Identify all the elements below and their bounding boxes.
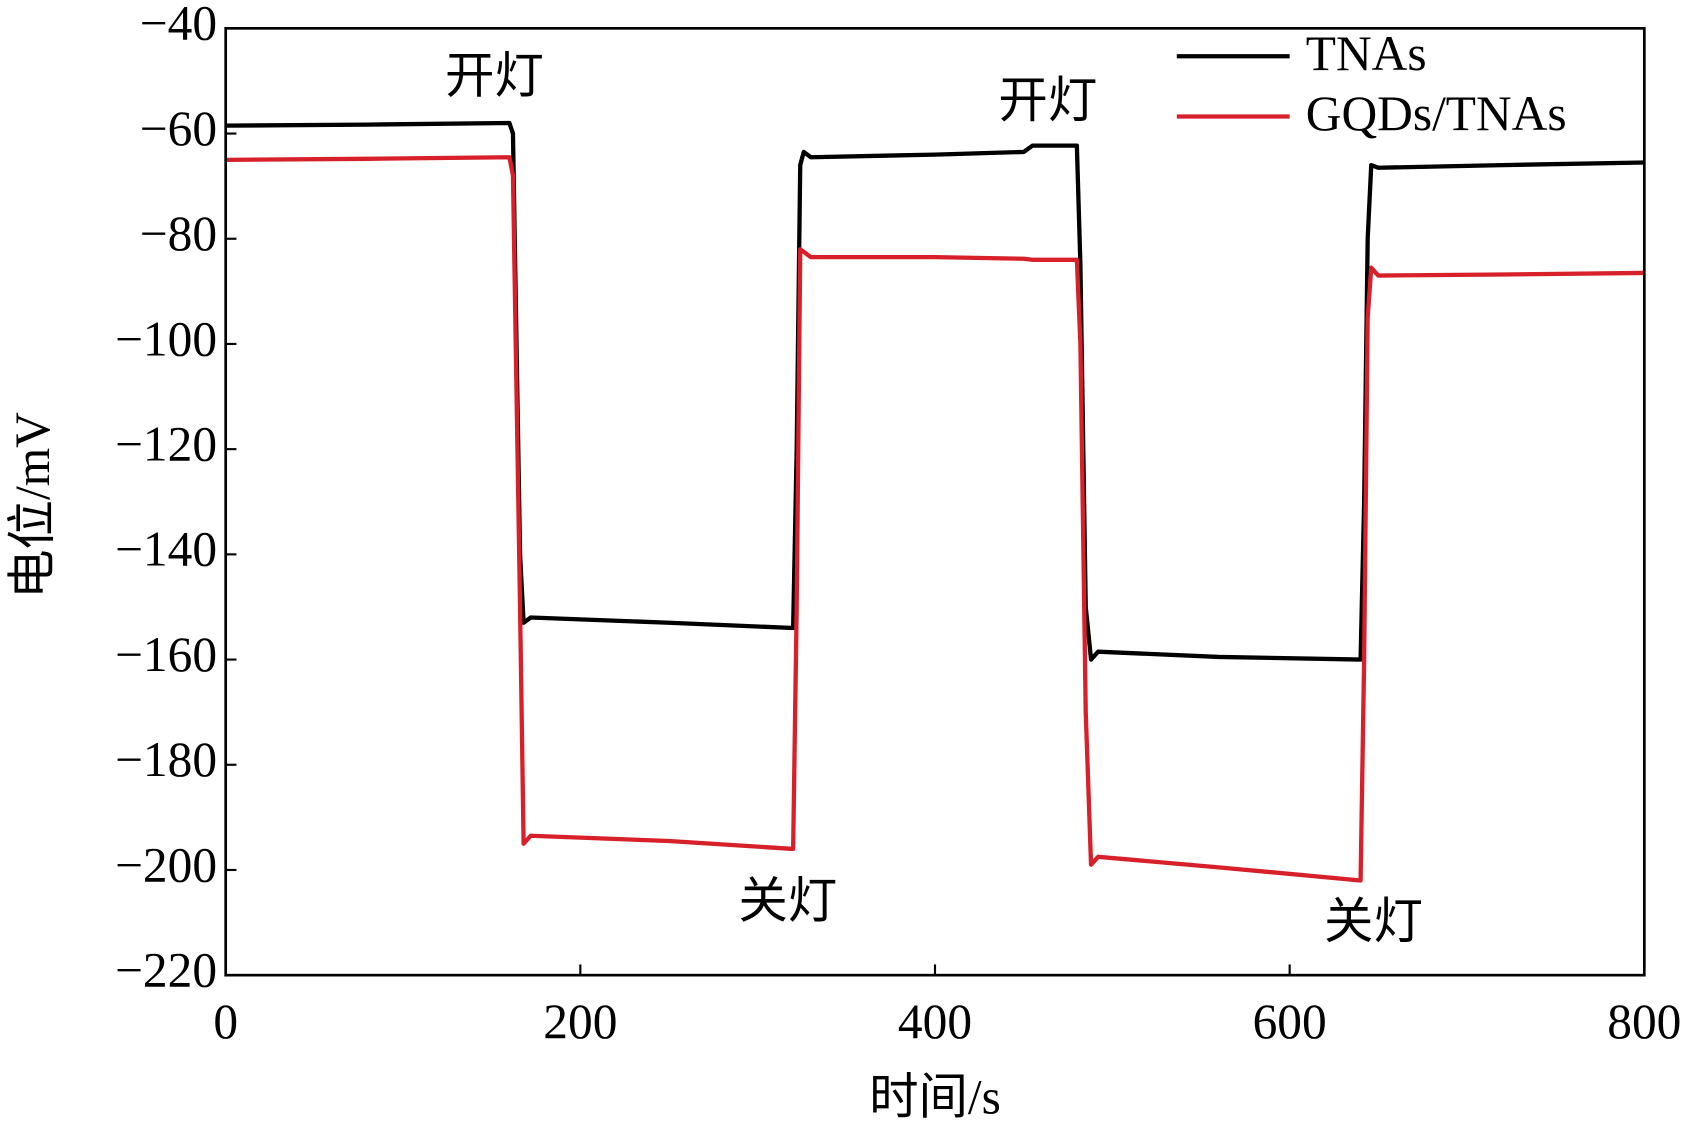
annotation: 开灯: [445, 48, 544, 103]
x-tick-label: 800: [1607, 994, 1681, 1049]
plot-frame: [224, 27, 1646, 977]
y-tick-label: −100: [115, 311, 217, 366]
y-tick-label: −120: [115, 416, 217, 471]
x-tick-label: 0: [213, 994, 238, 1049]
legend-label: TNAs: [1306, 26, 1427, 81]
y-tick-label: −180: [115, 732, 217, 787]
x-tick-label: 200: [543, 994, 617, 1049]
legend-label: GQDs/TNAs: [1306, 86, 1567, 141]
y-tick-label: −60: [140, 101, 217, 156]
y-tick-label: −40: [140, 0, 217, 51]
y-tick-label: −220: [115, 943, 217, 998]
annotation: 关灯: [1324, 894, 1423, 949]
y-axis-label: 电位/mV: [5, 412, 60, 599]
y-tick-label: −160: [115, 627, 217, 682]
data-line: [225, 120, 1645, 662]
x-tick-label: 600: [1253, 994, 1327, 1049]
x-axis-label: 时间/s: [869, 1069, 1001, 1124]
annotation: 关灯: [738, 874, 837, 929]
y-tick-label: −140: [115, 522, 217, 577]
annotation: 开灯: [998, 73, 1097, 128]
data-line: [225, 155, 1645, 883]
y-tick-label: −80: [140, 206, 217, 261]
y-tick-label: −200: [115, 837, 217, 892]
x-tick-label: 400: [898, 994, 972, 1049]
